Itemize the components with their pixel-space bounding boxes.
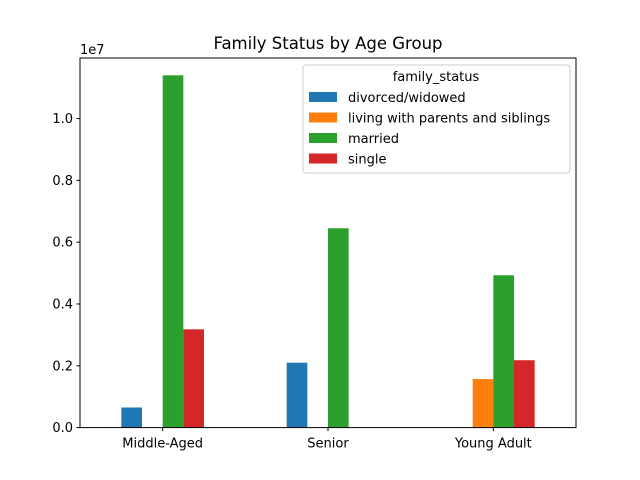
- legend-label: married: [348, 132, 399, 147]
- bar-divorced-widowed-senior: [286, 362, 308, 428]
- bar-married-young-adult: [493, 275, 514, 428]
- x-axis: Middle-Aged Senior Young Adult: [122, 427, 532, 452]
- x-tick-label: Senior: [307, 437, 349, 452]
- bar-single-young-adult: [514, 360, 535, 428]
- bar-married-senior: [328, 228, 349, 428]
- y-tick-label: 0.2: [52, 359, 73, 374]
- legend-label: single: [348, 153, 387, 168]
- legend-swatch: [309, 112, 337, 123]
- y-axis: 0.0 0.2 0.4 0.6 0.8 1.0: [52, 112, 80, 436]
- legend-swatch: [309, 133, 337, 143]
- chart-title: Family Status by Age Group: [213, 34, 442, 53]
- x-tick-label: Middle-Aged: [122, 437, 203, 452]
- legend-title: family_status: [393, 70, 480, 85]
- bar-married-middle-aged: [162, 75, 184, 428]
- bar-divorced-widowed-middle-aged: [121, 407, 142, 428]
- bar-living-with-parents-and-siblings-young-adult: [472, 379, 494, 428]
- y-tick-label: 0.6: [52, 236, 73, 251]
- legend-box: [302, 64, 571, 174]
- bars-layer: [121, 75, 535, 428]
- legend: family_status divorced/widowed living wit…: [302, 64, 571, 174]
- y-tick-label: 0.8: [52, 174, 73, 189]
- y-axis-multiplier: 1e7: [80, 43, 105, 58]
- y-tick-label: 1.0: [52, 112, 73, 127]
- bar-single-middle-aged: [183, 329, 204, 428]
- legend-label: living with parents and siblings: [348, 112, 550, 127]
- legend-swatch: [309, 92, 337, 102]
- x-tick-label: Young Adult: [454, 437, 532, 452]
- y-tick-label: 0.4: [52, 297, 73, 312]
- legend-swatch: [309, 153, 337, 164]
- legend-label: divorced/widowed: [348, 91, 466, 106]
- y-tick-label: 0.0: [52, 421, 73, 436]
